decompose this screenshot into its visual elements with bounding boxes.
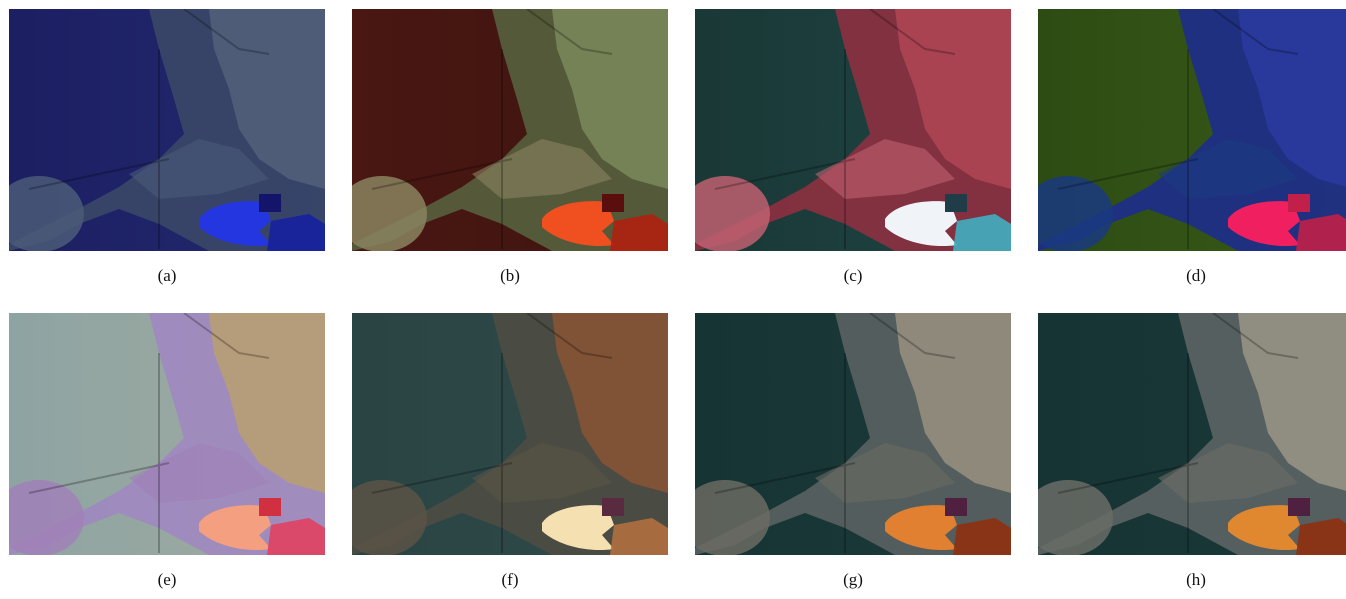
panel-image [1023,9,1346,252]
panel-caption: (a) [158,266,177,285]
panel-image [1023,313,1346,556]
panel-image [0,9,325,252]
panel-image [680,9,1011,252]
panel-caption: (e) [158,570,177,589]
figure: (a) (b) (c) (d) (e) (f) (g) (h) [0,0,1346,594]
panel-caption: (c) [844,266,863,285]
panel-image [337,9,668,252]
panel-caption: (d) [1186,266,1206,285]
panel-caption: (b) [500,266,520,285]
panel-caption: (h) [1186,570,1206,589]
panel-caption: (f) [502,570,519,589]
panel-image [337,313,668,556]
panel-image [0,313,325,556]
panel-image [680,313,1011,556]
panel-caption: (g) [843,570,863,589]
